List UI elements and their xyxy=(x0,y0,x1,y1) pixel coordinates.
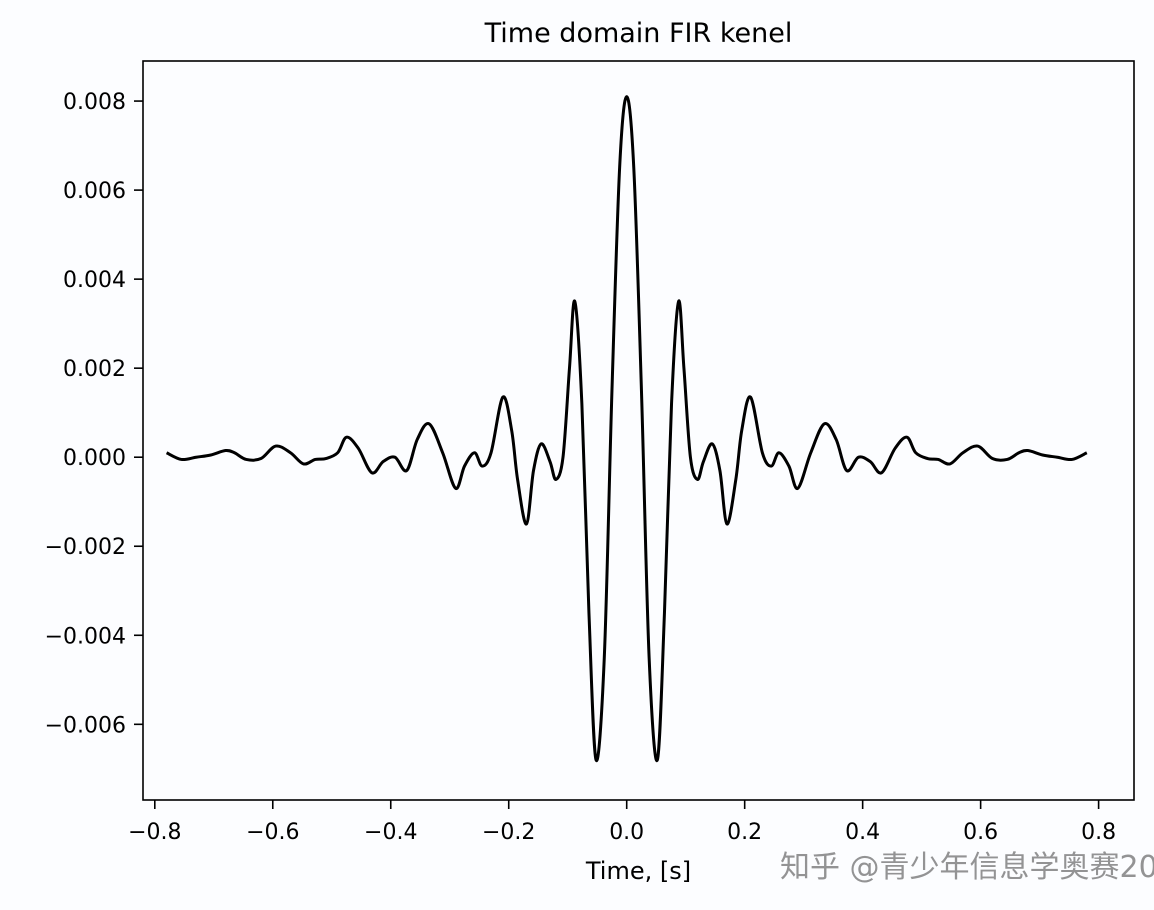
y-tick-label: −0.006 xyxy=(45,713,126,738)
plot-background xyxy=(143,61,1134,800)
x-tick-label: −0.6 xyxy=(246,820,299,845)
y-axis: 0.008 0.006 0.004 0.002 0.000 −0.002 −0.004 −0.… xyxy=(45,90,143,738)
y-tick-label: −0.004 xyxy=(45,624,126,649)
x-tick-label: 0.4 xyxy=(845,820,880,845)
x-tick-label: −0.8 xyxy=(128,820,181,845)
x-tick-label: 0.6 xyxy=(963,820,998,845)
series-line-0 xyxy=(165,95,1088,763)
y-tick-label: 0.008 xyxy=(63,90,126,115)
y-tick-label: 0.002 xyxy=(63,357,126,382)
x-tick-label: 0.0 xyxy=(609,820,644,845)
y-tick-label: 0.006 xyxy=(63,179,126,204)
x-tick-label: 0.2 xyxy=(727,820,762,845)
x-axis: −0.8 −0.6 −0.4 −0.2 0.0 0.2 0.4 0.6 0.8 xyxy=(128,800,1116,845)
y-tick-label: 0.004 xyxy=(63,268,126,293)
x-tick-label: 0.8 xyxy=(1081,820,1116,845)
plot-frame xyxy=(142,60,1135,801)
x-tick-label: −0.4 xyxy=(364,820,417,845)
chart-title: Time domain FIR kenel xyxy=(484,18,793,49)
x-axis-title: Time, [s] xyxy=(585,857,691,885)
y-tick-label: −0.002 xyxy=(45,535,126,560)
series-layer xyxy=(165,95,1088,763)
watermark: 知乎 @青少年信息学奥赛2023 xyxy=(780,850,1154,885)
y-tick-label: 0.000 xyxy=(63,446,126,471)
x-tick-label: −0.2 xyxy=(482,820,535,845)
